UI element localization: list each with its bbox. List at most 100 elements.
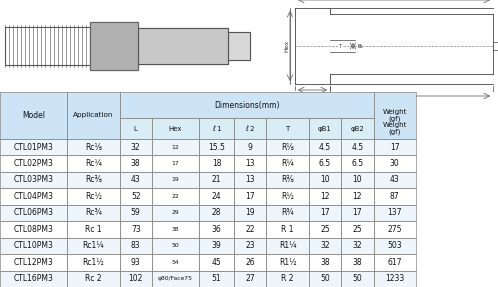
Bar <box>152 118 199 139</box>
Text: 17: 17 <box>320 208 330 217</box>
Bar <box>234 139 266 155</box>
Text: 32: 32 <box>353 241 362 250</box>
Bar <box>152 271 199 287</box>
Bar <box>67 221 120 238</box>
Bar <box>199 172 234 188</box>
Bar <box>341 139 374 155</box>
Text: 50: 50 <box>172 243 179 248</box>
Bar <box>234 155 266 172</box>
Bar <box>5 27 90 65</box>
Text: φB2: φB2 <box>351 126 364 131</box>
Bar <box>0 139 67 155</box>
Text: 87: 87 <box>390 192 399 201</box>
Bar <box>152 155 199 172</box>
Bar <box>138 28 228 64</box>
Text: 36: 36 <box>212 225 222 234</box>
Text: 4.5: 4.5 <box>319 143 331 152</box>
Bar <box>152 139 199 155</box>
Bar <box>266 172 309 188</box>
Bar <box>341 155 374 172</box>
Bar <box>152 172 199 188</box>
Bar <box>152 172 199 188</box>
Bar <box>67 205 120 221</box>
Bar <box>341 271 374 287</box>
Text: 50: 50 <box>353 274 362 283</box>
Bar <box>0 221 67 238</box>
Bar <box>67 92 120 139</box>
Text: B₁: B₁ <box>357 44 363 49</box>
Text: CTL02PM3: CTL02PM3 <box>13 159 54 168</box>
Bar <box>120 238 152 254</box>
Bar <box>341 172 374 188</box>
Bar <box>374 155 416 172</box>
Bar <box>67 238 120 254</box>
Text: R¼: R¼ <box>281 159 294 168</box>
Text: CTL10PM3: CTL10PM3 <box>13 241 54 250</box>
Text: R 1: R 1 <box>281 225 294 234</box>
Bar <box>199 238 234 254</box>
Text: R⅜: R⅜ <box>281 175 294 185</box>
Text: 38: 38 <box>172 227 179 232</box>
Bar <box>309 254 341 271</box>
Bar <box>309 238 341 254</box>
Bar <box>199 205 234 221</box>
Text: Rc 2: Rc 2 <box>85 274 102 283</box>
Bar <box>120 188 152 205</box>
Bar <box>0 139 67 155</box>
Bar <box>152 155 199 172</box>
Text: ℓ₁: ℓ₁ <box>310 93 314 98</box>
Bar <box>199 139 234 155</box>
Bar <box>341 271 374 287</box>
Bar <box>266 221 309 238</box>
Text: 43: 43 <box>390 175 399 185</box>
Bar <box>120 92 374 118</box>
Bar <box>0 205 67 221</box>
Bar <box>0 188 67 205</box>
Text: 32: 32 <box>320 241 330 250</box>
Bar <box>0 238 67 254</box>
Text: 17: 17 <box>390 143 399 152</box>
Text: ℓ₂: ℓ₂ <box>409 99 413 104</box>
Text: Rc1¼: Rc1¼ <box>83 241 104 250</box>
Bar <box>152 271 199 287</box>
Bar <box>67 188 120 205</box>
Bar <box>309 139 341 155</box>
Bar <box>152 139 199 155</box>
Bar <box>374 271 416 287</box>
Text: T: T <box>338 44 342 49</box>
Bar <box>0 221 67 238</box>
Text: 503: 503 <box>387 241 402 250</box>
Text: CTL03PM3: CTL03PM3 <box>13 175 54 185</box>
Text: 9: 9 <box>248 143 252 152</box>
Bar <box>341 238 374 254</box>
Bar <box>374 92 416 139</box>
Text: 22: 22 <box>246 225 255 234</box>
Text: 52: 52 <box>131 192 140 201</box>
Bar <box>266 205 309 221</box>
Text: 50: 50 <box>320 274 330 283</box>
Text: 102: 102 <box>128 274 143 283</box>
Text: 10: 10 <box>353 175 362 185</box>
Bar <box>67 155 120 172</box>
Bar <box>0 254 67 271</box>
Bar <box>266 139 309 155</box>
Bar <box>374 92 416 139</box>
Text: 38: 38 <box>320 258 330 267</box>
Text: 25: 25 <box>320 225 330 234</box>
Bar <box>120 172 152 188</box>
Bar <box>266 238 309 254</box>
Bar <box>309 205 341 221</box>
Bar <box>309 254 341 271</box>
Bar <box>67 92 120 139</box>
Text: L: L <box>134 126 137 131</box>
Bar <box>152 188 199 205</box>
Text: 28: 28 <box>212 208 222 217</box>
Bar <box>67 254 120 271</box>
Text: 22: 22 <box>172 194 179 199</box>
Bar <box>67 188 120 205</box>
Text: 83: 83 <box>131 241 140 250</box>
Bar <box>374 221 416 238</box>
Bar <box>199 188 234 205</box>
Text: CTL12PM3: CTL12PM3 <box>14 258 53 267</box>
Text: 17: 17 <box>353 208 362 217</box>
